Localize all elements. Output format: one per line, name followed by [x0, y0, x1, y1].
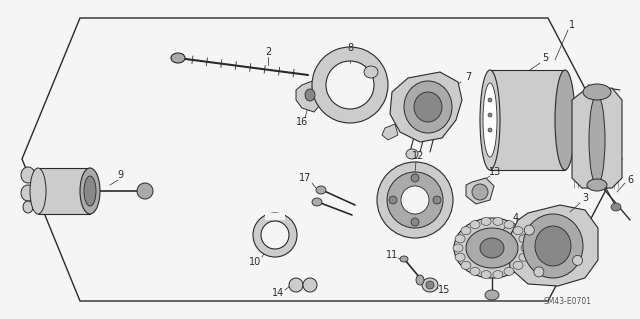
Ellipse shape	[504, 221, 514, 229]
Text: 4: 4	[513, 213, 519, 223]
Polygon shape	[466, 178, 494, 204]
Ellipse shape	[404, 81, 452, 133]
Ellipse shape	[587, 179, 607, 191]
Polygon shape	[390, 72, 462, 142]
Ellipse shape	[80, 168, 100, 214]
Ellipse shape	[453, 244, 463, 252]
Polygon shape	[265, 213, 285, 220]
Ellipse shape	[555, 70, 575, 170]
Ellipse shape	[411, 174, 419, 182]
Ellipse shape	[488, 98, 492, 102]
Ellipse shape	[305, 89, 315, 101]
Text: 14: 14	[272, 288, 284, 298]
Text: 12: 12	[412, 151, 424, 161]
Ellipse shape	[470, 267, 480, 275]
Ellipse shape	[519, 235, 529, 243]
Ellipse shape	[461, 261, 471, 269]
Ellipse shape	[519, 253, 529, 261]
Text: 8: 8	[347, 43, 353, 53]
Ellipse shape	[289, 278, 303, 292]
Text: 17: 17	[299, 173, 311, 183]
Ellipse shape	[488, 128, 492, 132]
Polygon shape	[490, 70, 565, 170]
Ellipse shape	[589, 95, 605, 185]
Ellipse shape	[455, 253, 465, 261]
Text: 2: 2	[265, 47, 271, 57]
Ellipse shape	[21, 167, 35, 183]
Ellipse shape	[466, 228, 518, 268]
Ellipse shape	[30, 168, 46, 214]
Ellipse shape	[312, 198, 322, 206]
Ellipse shape	[377, 162, 453, 238]
Ellipse shape	[461, 226, 471, 235]
Ellipse shape	[504, 267, 514, 275]
Ellipse shape	[401, 186, 429, 214]
Text: 10: 10	[249, 257, 261, 267]
Ellipse shape	[513, 226, 523, 235]
Ellipse shape	[416, 275, 424, 285]
Ellipse shape	[534, 267, 544, 277]
Ellipse shape	[523, 214, 583, 278]
Ellipse shape	[422, 278, 438, 292]
Text: SM43-E0701: SM43-E0701	[544, 298, 592, 307]
Text: 15: 15	[438, 285, 450, 295]
Ellipse shape	[481, 218, 491, 226]
Ellipse shape	[480, 238, 504, 258]
Ellipse shape	[535, 226, 571, 266]
Text: 5: 5	[542, 53, 548, 63]
Ellipse shape	[400, 256, 408, 262]
Text: 7: 7	[465, 72, 471, 82]
Ellipse shape	[389, 196, 397, 204]
Ellipse shape	[454, 218, 530, 278]
Ellipse shape	[524, 225, 534, 235]
Polygon shape	[296, 80, 324, 112]
Ellipse shape	[485, 290, 499, 300]
Polygon shape	[22, 18, 622, 301]
Ellipse shape	[493, 218, 503, 226]
Ellipse shape	[480, 70, 500, 170]
Polygon shape	[38, 168, 90, 214]
Polygon shape	[508, 205, 598, 286]
Ellipse shape	[521, 244, 531, 252]
Ellipse shape	[611, 203, 621, 211]
Ellipse shape	[513, 261, 523, 269]
Ellipse shape	[472, 184, 488, 200]
Ellipse shape	[488, 113, 492, 117]
Ellipse shape	[414, 92, 442, 122]
Ellipse shape	[426, 281, 434, 289]
Ellipse shape	[171, 53, 185, 63]
Ellipse shape	[483, 83, 497, 157]
Ellipse shape	[316, 186, 326, 194]
Polygon shape	[382, 124, 398, 140]
Ellipse shape	[583, 84, 611, 100]
Text: 13: 13	[489, 167, 501, 177]
Text: 6: 6	[627, 175, 633, 185]
Text: 9: 9	[117, 170, 123, 180]
Text: 11: 11	[386, 250, 398, 260]
Ellipse shape	[411, 218, 419, 226]
Ellipse shape	[481, 271, 491, 278]
Ellipse shape	[21, 185, 35, 201]
Ellipse shape	[23, 201, 33, 213]
Text: 3: 3	[582, 193, 588, 203]
Ellipse shape	[364, 66, 378, 78]
Ellipse shape	[137, 183, 153, 199]
Ellipse shape	[303, 278, 317, 292]
Text: 1: 1	[569, 20, 575, 30]
Ellipse shape	[433, 196, 441, 204]
Ellipse shape	[470, 221, 480, 229]
Ellipse shape	[573, 256, 582, 265]
Ellipse shape	[493, 271, 503, 278]
Ellipse shape	[84, 176, 96, 206]
Ellipse shape	[455, 235, 465, 243]
Text: 16: 16	[296, 117, 308, 127]
Ellipse shape	[406, 149, 418, 159]
Ellipse shape	[387, 172, 443, 228]
Polygon shape	[572, 88, 622, 188]
